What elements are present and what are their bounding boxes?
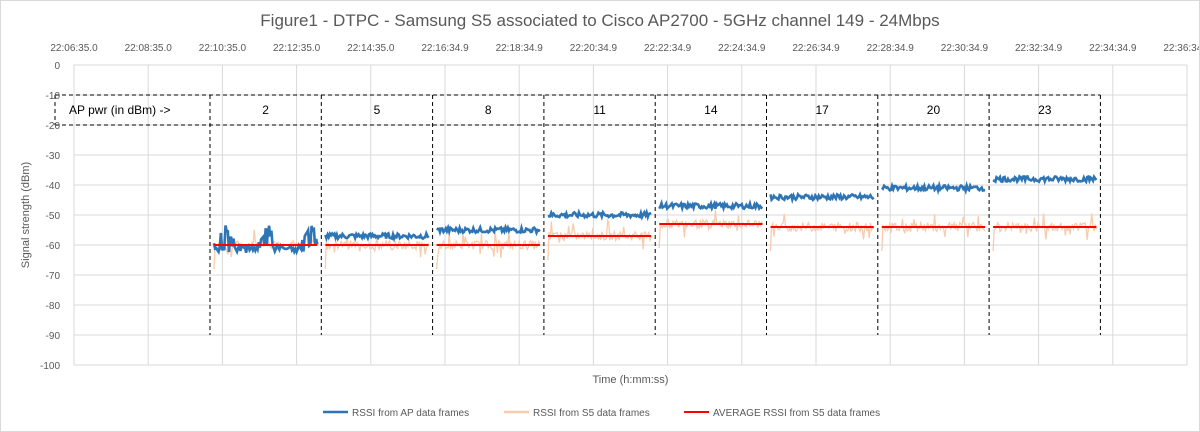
legend-label: AVERAGE RSSI from S5 data frames [713, 408, 880, 419]
ap-rssi-line [992, 173, 1098, 186]
power-level-label: 5 [374, 103, 381, 117]
power-level-label: 20 [927, 103, 941, 117]
x-tick-label: 22:20:34.9 [570, 43, 618, 54]
power-level-label: 23 [1038, 103, 1052, 117]
x-tick-label: 22:26:34.9 [792, 43, 840, 54]
x-tick-label: 22:34:34.9 [1089, 43, 1137, 54]
x-tick-label: 22:06:35.0 [50, 43, 98, 54]
ap-rssi-line [435, 222, 541, 237]
series-layer [212, 173, 1098, 270]
ap-rssi-line [547, 208, 652, 222]
ap-rssi-line [769, 191, 875, 205]
x-tick-label: 22:14:35.0 [347, 43, 395, 54]
y-tick-label: -100 [40, 361, 60, 372]
s5-rssi-line [881, 213, 986, 252]
ap-rssi-line [212, 225, 319, 256]
x-tick-label: 22:12:35.0 [273, 43, 321, 54]
ap-rssi-line [880, 180, 986, 196]
y-tick-label: -70 [46, 271, 61, 282]
s5-rssi-line [435, 230, 541, 270]
x-tick-label: 22:28:34.9 [867, 43, 915, 54]
y-tick-label: -60 [46, 241, 61, 252]
y-tick-label: -90 [46, 331, 61, 342]
x-tick-label: 22:18:34.9 [496, 43, 544, 54]
legend-label: RSSI from AP data frames [352, 408, 469, 419]
power-level-label: 2 [262, 103, 269, 117]
x-tick-label: 22:24:34.9 [718, 43, 766, 54]
chart-title: Figure1 - DTPC - Samsung S5 associated t… [260, 11, 940, 30]
y-tick-label: -50 [46, 211, 61, 222]
s5-rssi-line [324, 234, 430, 270]
x-tick-label: 22:30:34.9 [941, 43, 989, 54]
grid-layer [73, 64, 1188, 366]
y-axis-title: Signal strength (dBm) [20, 162, 32, 268]
y-tick-label: -80 [46, 301, 61, 312]
power-level-label: 8 [485, 103, 492, 117]
y-tick-label: -10 [46, 91, 61, 102]
y-tick-label: 0 [54, 61, 60, 72]
s5-rssi-line [769, 213, 874, 252]
y-tick-label: -40 [46, 181, 61, 192]
power-level-label: 17 [815, 103, 829, 117]
y-tick-label: -20 [46, 121, 61, 132]
x-tick-label: 22:32:34.9 [1015, 43, 1063, 54]
power-level-label: 11 [593, 103, 606, 117]
ap-rssi-line [324, 229, 430, 243]
x-tick-label: 22:08:35.0 [125, 43, 173, 54]
power-table: AP pwr (in dBm) -> 2 5 8 11 14 17 20 23 [54, 94, 1101, 335]
x-axis-title: Time (h:mm:ss) [593, 374, 669, 386]
s5-rssi-line [658, 209, 763, 249]
s5-rssi-line [547, 218, 652, 261]
axis-layer: 0 -10 -20 -30 -40 -50 -60 -70 -80 -90 -100 22:06:35… [20, 43, 1199, 386]
power-level-label: 14 [704, 103, 718, 117]
y-tick-label: -30 [46, 151, 61, 162]
x-tick-label: 22:16:34.9 [421, 43, 469, 54]
ap-rssi-line [658, 198, 764, 213]
x-tick-label: 22:22:34.9 [644, 43, 692, 54]
power-table-header: AP pwr (in dBm) -> [69, 103, 170, 117]
x-tick-label: 22:10:35.0 [199, 43, 247, 54]
legend: RSSI from AP data frames RSSI from S5 dat… [323, 408, 880, 419]
legend-label: RSSI from S5 data frames [533, 408, 650, 419]
x-tick-label: 22:36:34.9 [1163, 43, 1199, 54]
